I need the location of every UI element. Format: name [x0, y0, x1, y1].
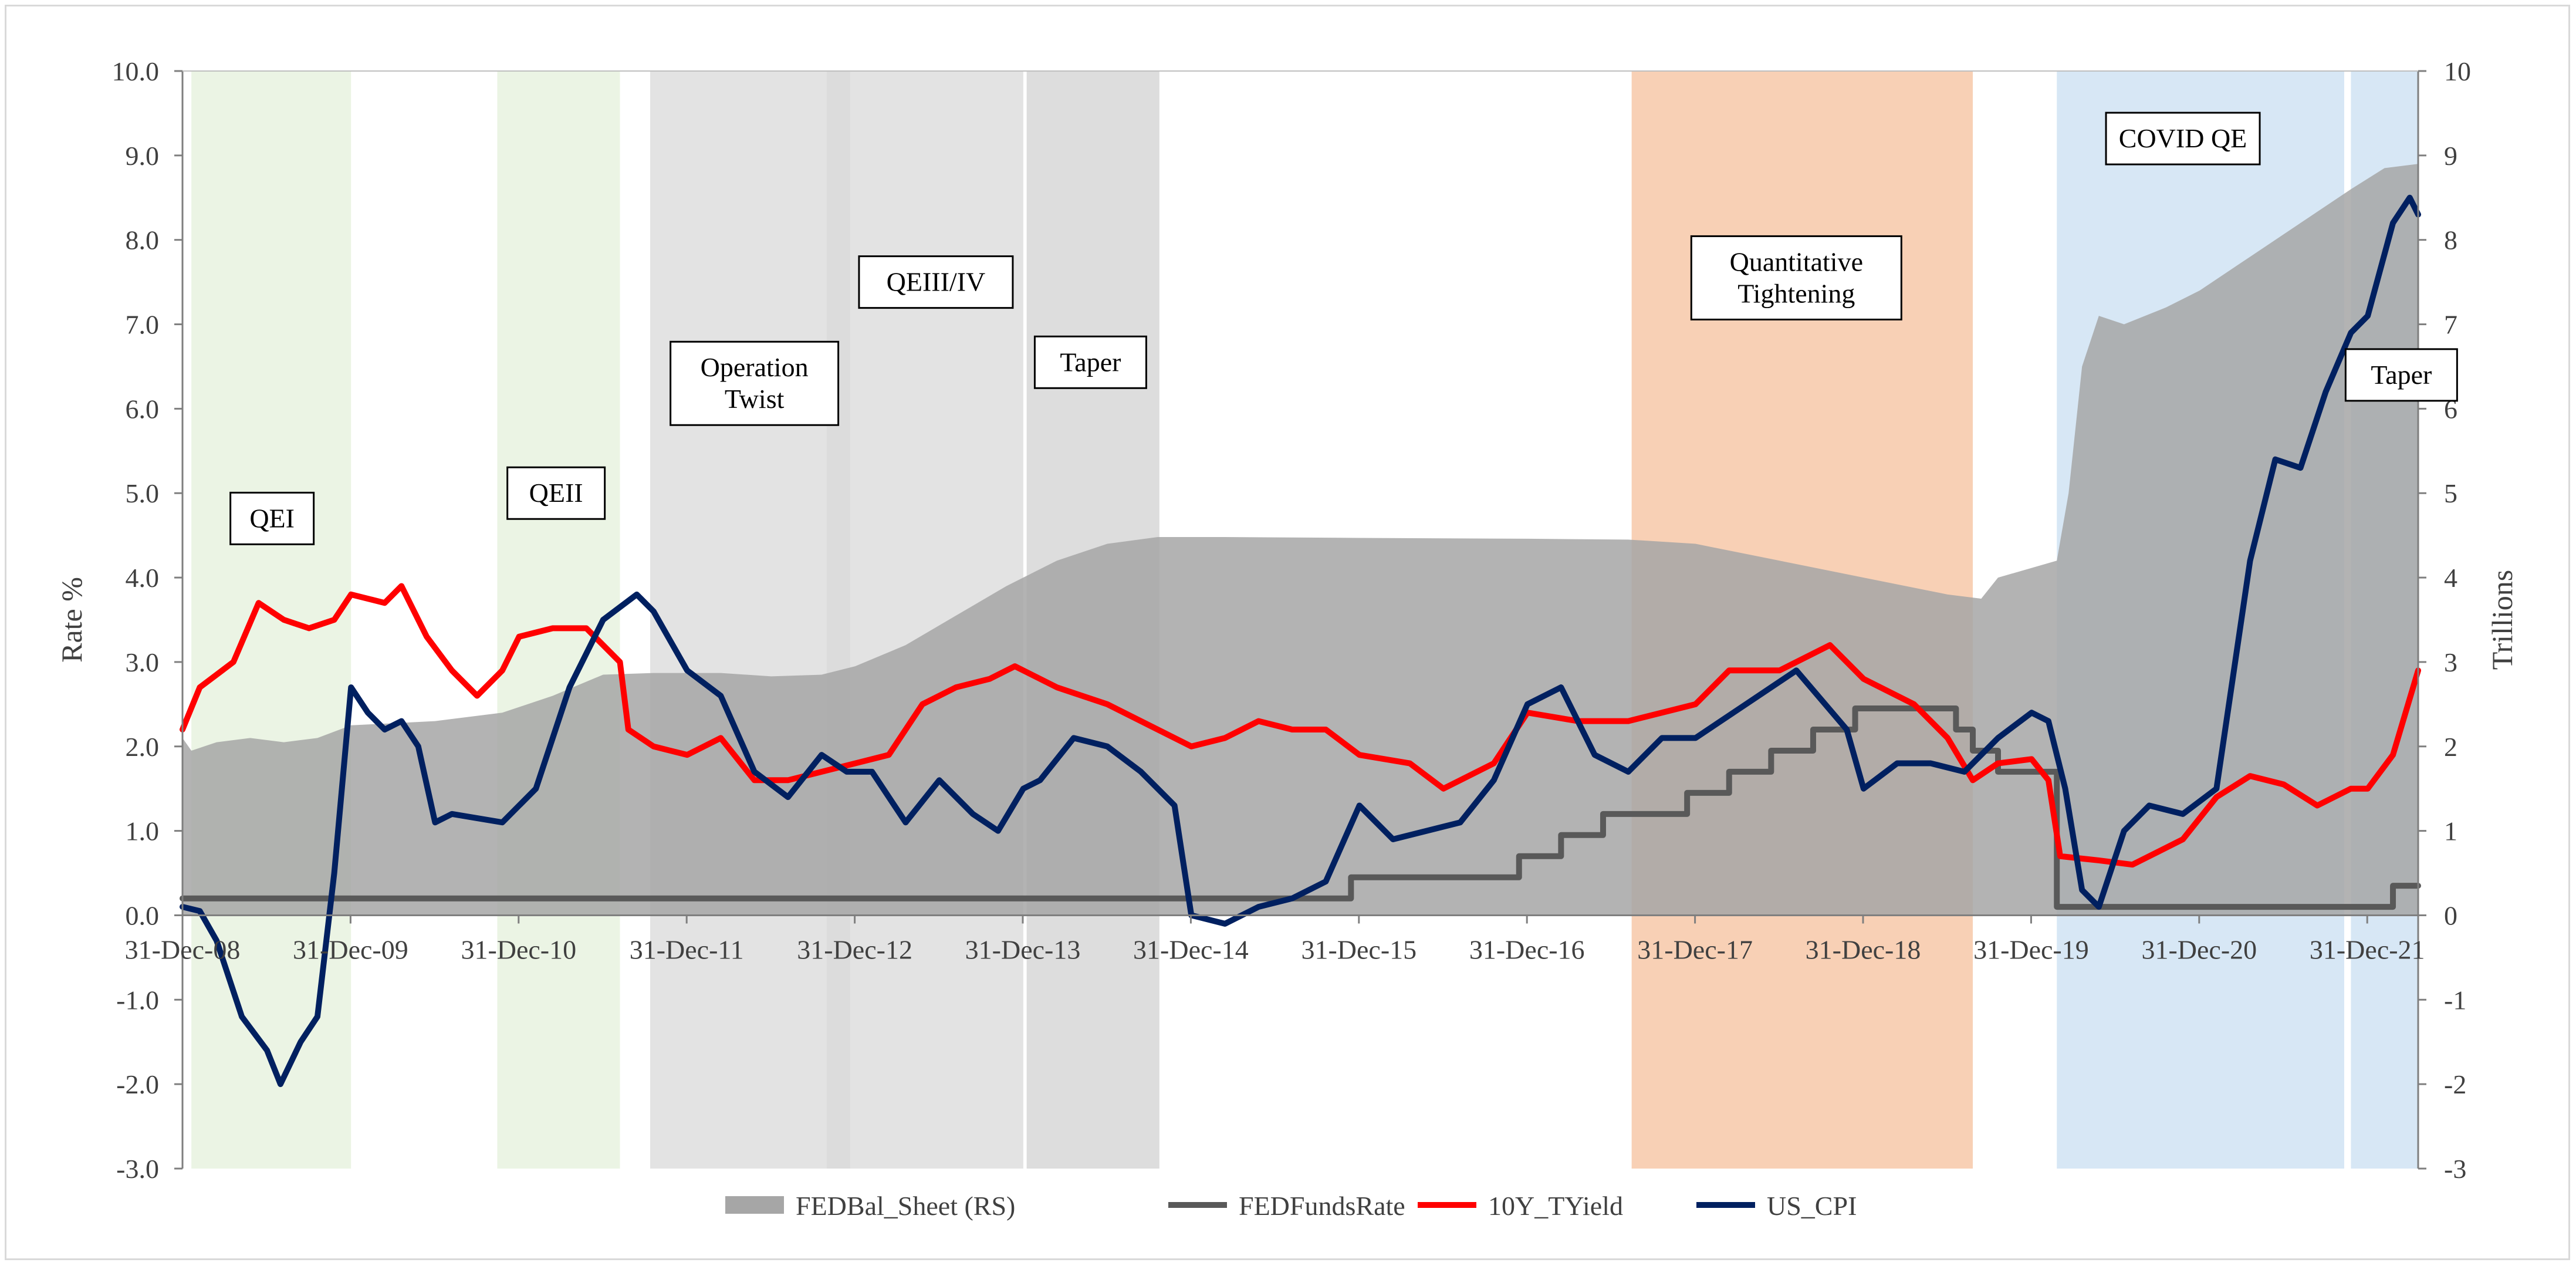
x-tick-label: 31-Dec-14 — [1133, 934, 1249, 964]
y-left-tick-label: 4.0 — [126, 563, 160, 593]
y-right-tick-label: -2 — [2444, 1069, 2466, 1099]
band-label-text: Tightening — [1737, 278, 1855, 308]
band-label-text: QEII — [529, 478, 583, 508]
band-label-box — [670, 340, 840, 426]
y-right-tick-label: 7 — [2444, 310, 2457, 340]
x-tick-label: 31-Dec-10 — [461, 934, 576, 964]
series-10y-tyield — [180, 583, 2421, 868]
chart-canvas: 10.0 9.0 8.0 7.0 6.0 5.0 4.0 3.0 2.0 1.0 0.0 -1.0 -2… — [55, 56, 2518, 1221]
y-right-tick-label: 2 — [2444, 732, 2457, 762]
y-left-tick-label: 10.0 — [112, 56, 160, 86]
y-left-tick-label: 0.0 — [126, 900, 160, 930]
axes: 10.0 9.0 8.0 7.0 6.0 5.0 4.0 3.0 2.0 1.0 0.0 -1.0 -2… — [112, 56, 2472, 1184]
band-label-covid-qe: COVID QE — [2105, 112, 2261, 166]
band-label-qeii: QEII — [506, 466, 606, 520]
band-label-text: COVID QE — [2119, 123, 2247, 153]
line-series — [180, 194, 2421, 1088]
band-label-box — [2105, 112, 2261, 166]
band-label-qei: QEI — [229, 491, 315, 545]
series-us-cpi — [180, 194, 2421, 1088]
y-left-tick-label: -3.0 — [116, 1154, 159, 1184]
legend-label: US_CPI — [1767, 1191, 1857, 1221]
band-operation-twist — [650, 71, 850, 1169]
band-label-text: Operation — [701, 352, 809, 382]
y-left-tick-label: 3.0 — [126, 647, 160, 677]
legend-label: 10Y_TYield — [1488, 1191, 1623, 1221]
y-left-tick-label: 2.0 — [126, 732, 160, 762]
x-tick-label: 31-Dec-17 — [1637, 934, 1753, 964]
y-right-tick-label: 0 — [2444, 900, 2457, 930]
band-label-box — [1690, 235, 1902, 320]
band-label-qeiii-iv: QEIII/IV — [858, 255, 1014, 309]
y-left-tick-label: 9.0 — [126, 141, 160, 171]
band-label-text: Twist — [725, 384, 785, 414]
x-tick-label: 31-Dec-13 — [965, 934, 1081, 964]
band-label-text: QEI — [249, 503, 295, 533]
y-left-tick-label: -2.0 — [116, 1069, 159, 1099]
band-label-text: Quantitative — [1730, 247, 1863, 276]
band-label-taper: Taper — [1033, 335, 1147, 389]
legend-item-10y-tyield: 10Y_TYield — [1418, 1191, 1623, 1221]
y-left-tick-label: 6.0 — [126, 394, 160, 424]
y-right-tick-label: 1 — [2444, 816, 2457, 846]
x-tick-label: 31-Dec-15 — [1301, 934, 1417, 964]
x-tick-label: 31-Dec-18 — [1806, 934, 1921, 964]
y-left-tick-label: 8.0 — [126, 225, 160, 255]
band-label-text: QEIII/IV — [887, 267, 986, 297]
y-right-axis-title: Trillions — [2486, 570, 2518, 670]
y-left-tick-label: -1.0 — [116, 985, 159, 1015]
legend-label: FEDBal_Sheet (RS) — [796, 1191, 1015, 1221]
x-tick-label: 31-Dec-12 — [797, 934, 912, 964]
band-qei — [191, 71, 351, 1169]
x-tick-label: 31-Dec-09 — [293, 934, 408, 964]
band-label-text: Taper — [1060, 347, 1121, 377]
series-fedbal-sheet-rs — [182, 164, 2418, 916]
band-label-box — [2344, 348, 2458, 402]
legend-item-fedfundsrate: FEDFundsRate — [1168, 1191, 1405, 1221]
band-label-taper2: Taper — [2344, 348, 2458, 402]
legend-item-us-cpi: US_CPI — [1696, 1191, 1857, 1221]
y-right-tick-label: 4 — [2444, 563, 2457, 593]
legend: FEDBal_Sheet (RS) FEDFundsRate 10Y_TYield U… — [725, 1191, 1857, 1221]
band-label-text: Taper — [2371, 360, 2432, 390]
x-tick-label: 31-Dec-20 — [2141, 934, 2257, 964]
y-right-tick-label: 10 — [2444, 56, 2471, 86]
y-left-tick-label: 1.0 — [126, 816, 160, 846]
band-label-box — [229, 491, 315, 545]
x-tick-label: 31-Dec-19 — [1973, 934, 2089, 964]
band-label-box — [1033, 335, 1147, 389]
legend-label: FEDFundsRate — [1239, 1191, 1405, 1221]
y-right-tick-label: 9 — [2444, 141, 2457, 171]
y-right-tick-label: 8 — [2444, 225, 2457, 255]
y-left-axis-title: Rate % — [55, 577, 88, 663]
area-series — [182, 164, 2418, 916]
y-right-tick-label: -1 — [2444, 985, 2466, 1015]
x-tick-label: 31-Dec-08 — [125, 934, 241, 964]
y-left-tick-label: 7.0 — [126, 310, 160, 340]
band-qeii — [497, 71, 620, 1169]
series-fedfundsrate — [180, 705, 2421, 910]
x-tick-label: 31-Dec-16 — [1469, 934, 1585, 964]
legend-swatch — [725, 1196, 784, 1214]
y-left-tick-label: 5.0 — [126, 478, 160, 508]
y-right-tick-label: -3 — [2444, 1154, 2466, 1184]
band-label-box — [506, 466, 606, 520]
y-right-tick-label: 3 — [2444, 647, 2457, 677]
y-right-tick-label: 5 — [2444, 478, 2457, 508]
band-label-box — [858, 255, 1014, 309]
chart-frame: 10.0 9.0 8.0 7.0 6.0 5.0 4.0 3.0 2.0 1.0 0.0 -1.0 -2… — [5, 5, 2570, 1260]
x-tick-label: 31-Dec-21 — [2310, 934, 2425, 964]
legend-item-fedbal-sheet-rs: FEDBal_Sheet (RS) — [725, 1191, 1015, 1221]
x-tick-label: 31-Dec-11 — [630, 934, 744, 964]
